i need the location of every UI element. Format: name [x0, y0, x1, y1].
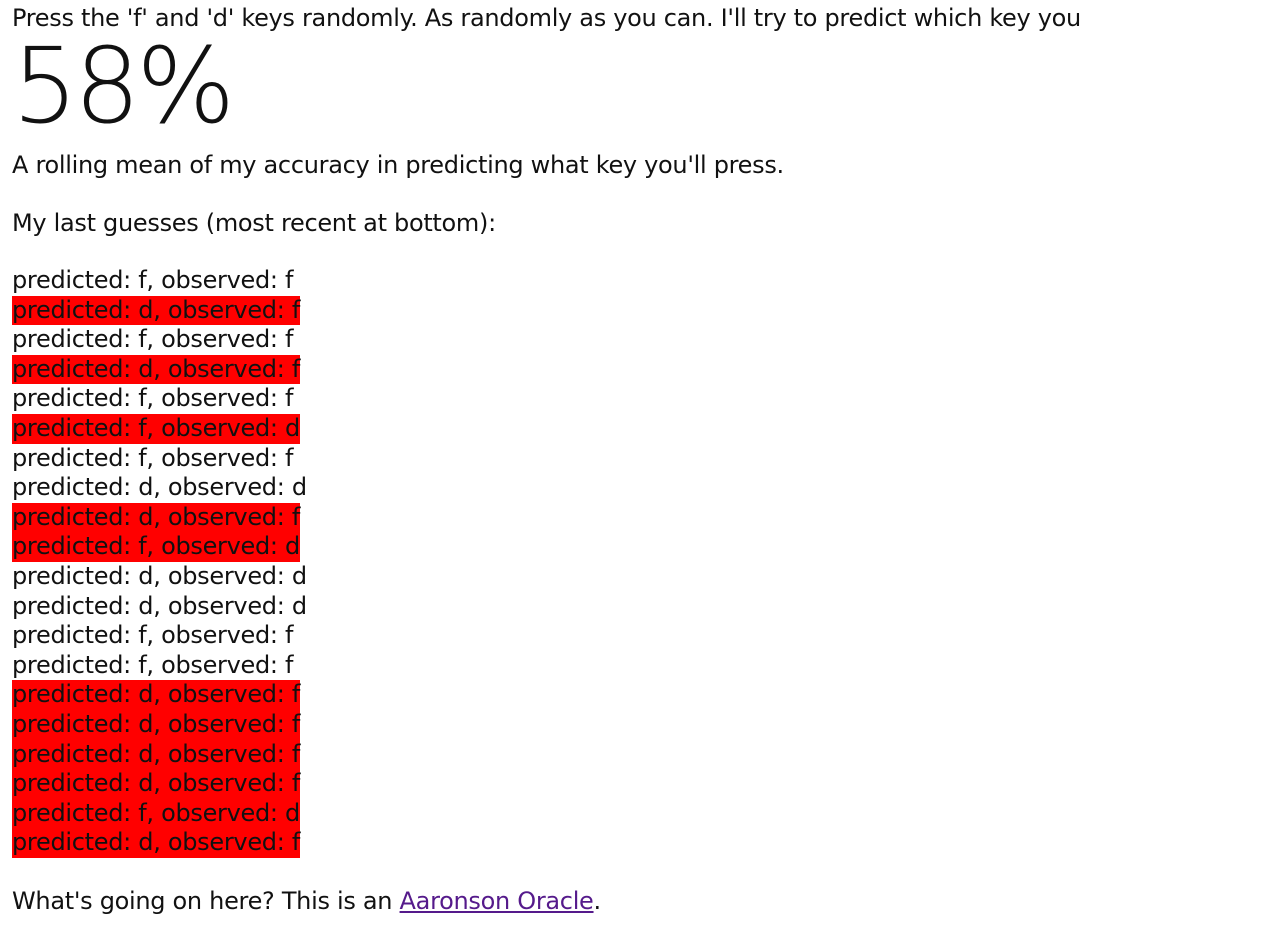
guess-row-correct: predicted: d, observed: d — [12, 473, 307, 502]
guess-row-correct: predicted: f, observed: f — [12, 650, 294, 679]
guess-row-miss: predicted: d, observed: f — [12, 295, 300, 326]
last-guesses-label: My last guesses (most recent at bottom): — [12, 209, 496, 237]
accuracy-score: 58% — [12, 25, 235, 147]
guess-row-miss: predicted: f, observed: d — [12, 413, 300, 444]
guess-row-correct: predicted: f, observed: f — [12, 384, 294, 413]
guess-row-correct: predicted: f, observed: f — [12, 443, 294, 472]
guess-row-correct: predicted: f, observed: f — [12, 266, 294, 294]
guess-row-correct: predicted: d, observed: d — [12, 561, 307, 590]
page: Press the 'f' and 'd' keys randomly. As … — [12, 4, 1268, 916]
guess-row-miss: predicted: d, observed: f — [12, 828, 300, 858]
guess-row-miss: predicted: d, observed: f — [12, 769, 300, 799]
guess-row-miss: predicted: d, observed: f — [12, 680, 300, 710]
guess-row-miss: predicted: d, observed: f — [12, 709, 300, 740]
guess-row-miss: predicted: f, observed: d — [12, 798, 300, 829]
guess-row-miss: predicted: f, observed: d — [12, 532, 300, 562]
guess-row-correct: predicted: f, observed: f — [12, 621, 294, 650]
guess-row-miss: predicted: d, observed: f — [12, 502, 300, 533]
footer: What's going on here? This is an Aaronso… — [12, 886, 1268, 916]
guess-row-miss: predicted: d, observed: f — [12, 739, 300, 770]
guess-list: predicted: f, observed: f predicted: d, o… — [12, 266, 1268, 858]
guess-row-miss: predicted: d, observed: f — [12, 354, 300, 385]
footer-prefix: What's going on here? This is an — [12, 886, 400, 915]
footer-suffix: . — [593, 886, 602, 915]
guess-row-correct: predicted: d, observed: d — [12, 591, 307, 620]
intro-text: Press the 'f' and 'd' keys randomly. As … — [12, 4, 1081, 32]
accuracy-description: A rolling mean of my accuracy in predict… — [12, 151, 784, 179]
aaronson-oracle-link[interactable]: Aaronson Oracle — [399, 886, 594, 915]
guess-row-correct: predicted: f, observed: f — [12, 325, 294, 354]
